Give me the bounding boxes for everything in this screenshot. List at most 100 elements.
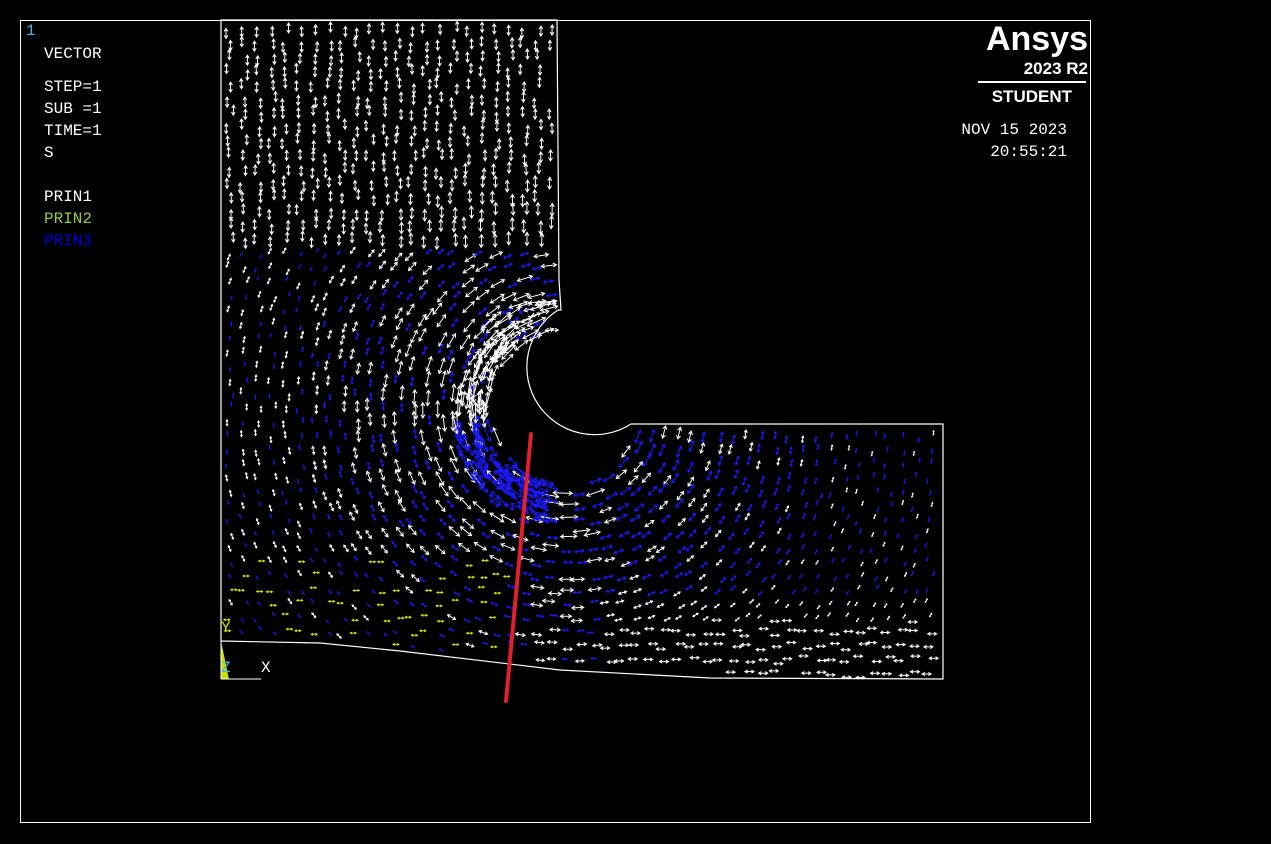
- prin3-arrow: [498, 469, 515, 482]
- prin1-arrow: [824, 672, 836, 678]
- prin1-arrow: [490, 279, 506, 288]
- prin1-arrow: [801, 559, 805, 565]
- prin1-arrow: [420, 401, 426, 419]
- prin1-arrow: [267, 152, 273, 165]
- legend-sub: SUB =1: [44, 100, 102, 118]
- prin1-arrow: [583, 530, 602, 538]
- prin2-arrow: [229, 588, 238, 592]
- prin1-arrow: [815, 644, 827, 649]
- prin3-arrow: [719, 515, 726, 524]
- prin1-arrow: [351, 542, 357, 552]
- prin1-arrow: [422, 265, 433, 276]
- prin1-arrow: [252, 40, 257, 53]
- prin3-arrow: [350, 477, 355, 486]
- prin1-arrow: [259, 405, 263, 414]
- prin3-arrow: [338, 470, 343, 478]
- prin1-arrow: [311, 139, 316, 152]
- prin3-arrow: [258, 625, 262, 631]
- prin3-arrow: [298, 264, 302, 269]
- prin1-arrow: [296, 544, 301, 552]
- prin1-arrow: [237, 181, 243, 194]
- prin1-arrow: [395, 164, 400, 177]
- prin1-arrow: [352, 320, 358, 333]
- prin1-arrow: [418, 279, 429, 291]
- prin3-arrow: [297, 614, 302, 619]
- prin3-arrow: [876, 506, 880, 513]
- prin1-arrow: [475, 263, 489, 272]
- prin1-arrow: [378, 468, 386, 482]
- prin3-arrow: [462, 358, 469, 370]
- prin3-arrow: [774, 502, 779, 511]
- prin1-arrow: [547, 39, 553, 52]
- prin1-arrow: [702, 616, 709, 621]
- prin3-arrow: [225, 518, 229, 524]
- prin3-arrow: [356, 262, 361, 268]
- prin1-arrow: [224, 177, 230, 190]
- prin1-arrow: [757, 671, 769, 676]
- prin3-arrow: [281, 490, 284, 496]
- prin1-arrow: [380, 544, 388, 554]
- prin1-arrow: [701, 514, 709, 524]
- prin1-arrow: [410, 329, 418, 344]
- prin1-arrow: [355, 69, 361, 82]
- prin1-arrow: [521, 325, 535, 333]
- prin1-arrow: [299, 25, 305, 38]
- prin1-arrow: [461, 277, 475, 288]
- prin1-arrow: [354, 149, 359, 162]
- prin1-arrow: [525, 48, 530, 60]
- prin1-arrow: [378, 67, 383, 80]
- prin3-arrow: [378, 336, 383, 345]
- prin1-arrow: [339, 264, 345, 273]
- prin3-arrow: [801, 543, 806, 550]
- prin1-arrow: [296, 531, 301, 540]
- prin1-arrow: [435, 67, 440, 80]
- prin3-arrow: [464, 460, 476, 482]
- prin1-arrow: [494, 350, 503, 364]
- prin1-arrow: [469, 104, 474, 117]
- prin1-arrow: [383, 79, 389, 92]
- prin3-arrow: [731, 433, 737, 446]
- prin1-arrow: [500, 543, 516, 551]
- prin3-arrow: [448, 514, 456, 522]
- prin1-arrow: [245, 69, 250, 81]
- prin1-arrow: [351, 275, 358, 285]
- prin1-arrow: [632, 588, 643, 593]
- prin1-arrow: [829, 641, 841, 646]
- prin1-arrow: [446, 332, 456, 349]
- prin1-arrow: [508, 136, 514, 149]
- prin1-arrow: [772, 661, 784, 666]
- prin3-arrow: [657, 555, 667, 562]
- prin3-arrow: [576, 629, 585, 633]
- prin1-arrow: [282, 77, 288, 89]
- prin1-arrow: [409, 109, 414, 122]
- prin1-arrow: [394, 348, 402, 363]
- prin1-arrow: [421, 235, 427, 250]
- prin1-arrow: [268, 262, 273, 270]
- prin1-arrow: [371, 160, 376, 173]
- prin1-arrow: [239, 25, 244, 38]
- prin1-arrow: [627, 475, 639, 486]
- prin1-arrow: [230, 532, 235, 541]
- prin1-arrow: [531, 97, 537, 110]
- prin1-arrow: [311, 122, 317, 135]
- prin1-arrow: [533, 640, 546, 645]
- prin3-arrow: [813, 531, 817, 537]
- prin3-arrow: [392, 560, 398, 567]
- prin3-arrow: [803, 586, 807, 592]
- prin3-arrow: [648, 428, 656, 443]
- prin1-arrow: [370, 38, 376, 51]
- prin1-arrow: [267, 236, 273, 248]
- prin3-arrow: [353, 387, 357, 397]
- prin3-arrow: [573, 506, 587, 512]
- prin1-arrow: [241, 501, 245, 510]
- prin1-arrow: [546, 108, 552, 121]
- prin1-arrow: [703, 488, 710, 499]
- prin1-arrow: [423, 165, 428, 178]
- prin1-arrow: [351, 79, 356, 92]
- prin1-arrow: [404, 342, 412, 358]
- prin1-arrow: [407, 261, 417, 272]
- prin3-arrow: [301, 590, 305, 596]
- prin1-arrow: [467, 189, 473, 203]
- prin3-arrow: [775, 446, 780, 456]
- prin3-arrow: [315, 431, 319, 439]
